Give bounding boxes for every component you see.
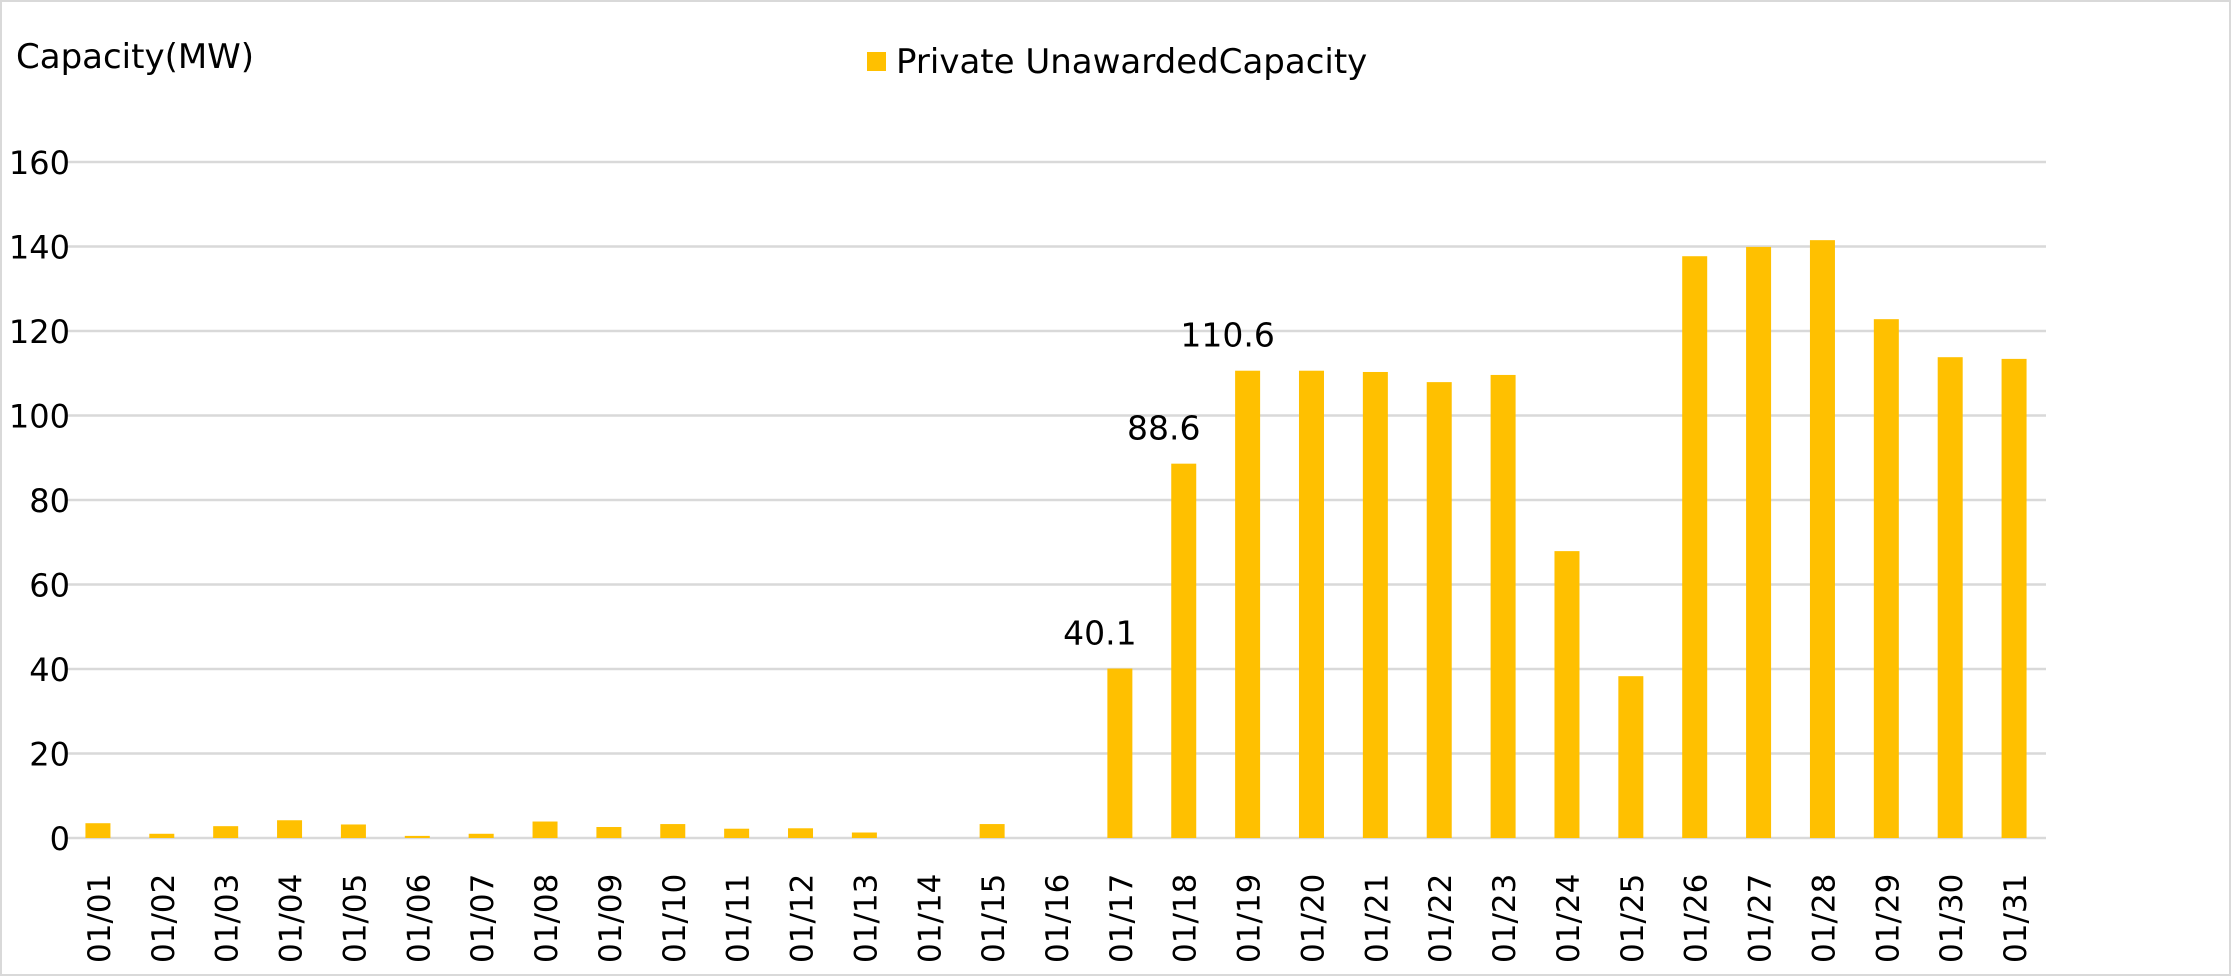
data-label: 40.1 xyxy=(1063,614,1136,653)
x-tick-label: 01/16 xyxy=(1040,874,1076,963)
bar xyxy=(1937,357,1963,838)
x-tick-label: 01/21 xyxy=(1359,874,1395,963)
legend: Private UnawardedCapacity xyxy=(867,42,1367,82)
x-tick-label: 01/29 xyxy=(1870,874,1906,963)
x-tick-label: 01/24 xyxy=(1551,874,1587,963)
bar xyxy=(851,832,877,838)
y-tick-label: 80 xyxy=(29,482,70,520)
bar xyxy=(979,824,1005,838)
bars xyxy=(85,240,2027,839)
y-tick-label: 0 xyxy=(50,820,70,858)
data-label: 110.6 xyxy=(1180,316,1274,355)
x-tick-label: 01/18 xyxy=(1168,874,1204,963)
x-tick-label: 01/10 xyxy=(657,874,693,963)
bar xyxy=(1362,371,1388,838)
x-tick-label: 01/08 xyxy=(529,874,565,963)
bar xyxy=(596,827,622,838)
bar xyxy=(1490,374,1516,838)
bar xyxy=(532,821,558,838)
bar xyxy=(724,828,750,838)
bar xyxy=(1809,240,1835,839)
bar xyxy=(1873,319,1899,838)
x-tick-label: 01/14 xyxy=(912,874,948,963)
x-tick-label: 01/27 xyxy=(1743,874,1779,963)
x-tick-label: 01/30 xyxy=(1934,874,1970,963)
x-tick-label: 01/09 xyxy=(593,874,629,963)
y-tick-label: 40 xyxy=(29,651,70,689)
x-tick-label: 01/05 xyxy=(337,874,373,963)
x-tick-label: 01/25 xyxy=(1615,874,1651,963)
y-tick-label: 140 xyxy=(9,229,70,267)
y-axis-ticks: 0 20 40 60 80 100 120 140 160 xyxy=(9,144,70,858)
legend-swatch xyxy=(867,52,886,71)
bar xyxy=(788,828,814,838)
y-tick-label: 20 xyxy=(29,736,70,774)
bar xyxy=(85,823,111,838)
x-tick-label: 01/03 xyxy=(210,874,246,963)
gridlines xyxy=(66,160,2046,840)
bar xyxy=(660,824,686,838)
bar xyxy=(277,820,303,838)
x-tick-label: 01/06 xyxy=(401,874,437,963)
x-axis-ticks: 01/01 01/02 01/03 01/04 01/05 01/06 01/07 01/08… xyxy=(82,874,2034,963)
x-tick-label: 01/04 xyxy=(274,874,310,963)
bar xyxy=(1746,246,1772,839)
bar xyxy=(1426,382,1452,838)
bar xyxy=(1298,370,1324,838)
y-tick-label: 100 xyxy=(9,398,70,436)
bar xyxy=(404,835,430,838)
x-tick-label: 01/31 xyxy=(1998,874,2034,963)
x-tick-label: 01/12 xyxy=(785,874,821,963)
x-tick-label: 01/11 xyxy=(721,874,757,963)
x-tick-label: 01/15 xyxy=(976,874,1012,963)
x-tick-label: 01/28 xyxy=(1806,874,1842,963)
x-tick-label: 01/01 xyxy=(82,874,118,963)
bar xyxy=(1235,370,1261,838)
bar xyxy=(2001,358,2027,838)
x-tick-label: 01/26 xyxy=(1679,874,1715,963)
x-tick-label: 01/07 xyxy=(465,874,501,963)
y-tick-label: 120 xyxy=(9,313,70,351)
x-tick-label: 01/23 xyxy=(1487,874,1523,963)
bar xyxy=(1682,256,1708,838)
bar xyxy=(1554,551,1580,838)
bar xyxy=(1107,668,1133,838)
bar xyxy=(340,824,366,838)
y-axis-title: Capacity(MW) xyxy=(16,37,254,77)
y-tick-label: 160 xyxy=(9,144,70,182)
y-tick-label: 60 xyxy=(29,567,70,605)
x-tick-label: 01/17 xyxy=(1104,874,1140,963)
x-tick-label: 01/22 xyxy=(1423,874,1459,963)
x-tick-label: 01/13 xyxy=(848,874,884,963)
x-tick-label: 01/20 xyxy=(1295,874,1331,963)
bar xyxy=(1171,463,1197,838)
data-label: 88.6 xyxy=(1127,409,1200,448)
legend-label: Private UnawardedCapacity xyxy=(896,42,1367,82)
bar xyxy=(149,833,175,838)
bar xyxy=(213,826,239,838)
bar xyxy=(1618,676,1644,838)
x-tick-label: 01/19 xyxy=(1232,874,1268,963)
x-tick-label: 01/02 xyxy=(146,874,182,963)
data-labels: 40.1 88.6 110.6 xyxy=(1063,316,1275,653)
bar xyxy=(468,833,494,838)
